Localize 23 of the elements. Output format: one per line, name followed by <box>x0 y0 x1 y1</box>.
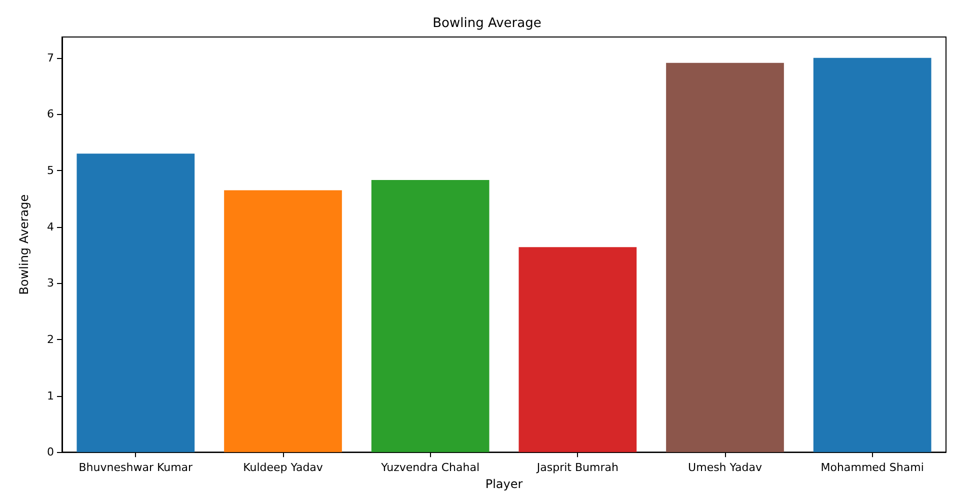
x-tick-label: Bhuvneshwar Kumar <box>78 461 194 474</box>
y-tick-label: 0 <box>47 446 54 459</box>
x-axis-title: Player <box>485 477 523 491</box>
bar <box>76 154 195 452</box>
y-tick-label: 5 <box>47 164 54 177</box>
y-tick-label: 4 <box>47 220 54 234</box>
bar <box>666 62 784 452</box>
y-axis-title: Bowling Average <box>17 194 31 295</box>
x-tick-label: Kuldeep Yadav <box>243 461 324 474</box>
x-tick-label: Mohammed Shami <box>820 461 924 474</box>
x-tick-label: Yuzvendra Chahal <box>380 461 480 474</box>
x-tick-label: Jasprit Bumrah <box>536 461 618 474</box>
x-tick-label: Umesh Yadav <box>688 461 762 474</box>
y-tick-label: 2 <box>47 332 54 346</box>
bar <box>813 58 932 452</box>
bar <box>518 247 637 452</box>
bar <box>224 190 342 452</box>
chart-title: Bowling Average <box>432 16 542 31</box>
y-tick-label: 6 <box>47 108 54 121</box>
y-tick-label: 7 <box>47 51 54 64</box>
y-tick-label: 1 <box>47 389 54 402</box>
bar <box>371 180 490 452</box>
y-tick-label: 3 <box>47 276 54 290</box>
